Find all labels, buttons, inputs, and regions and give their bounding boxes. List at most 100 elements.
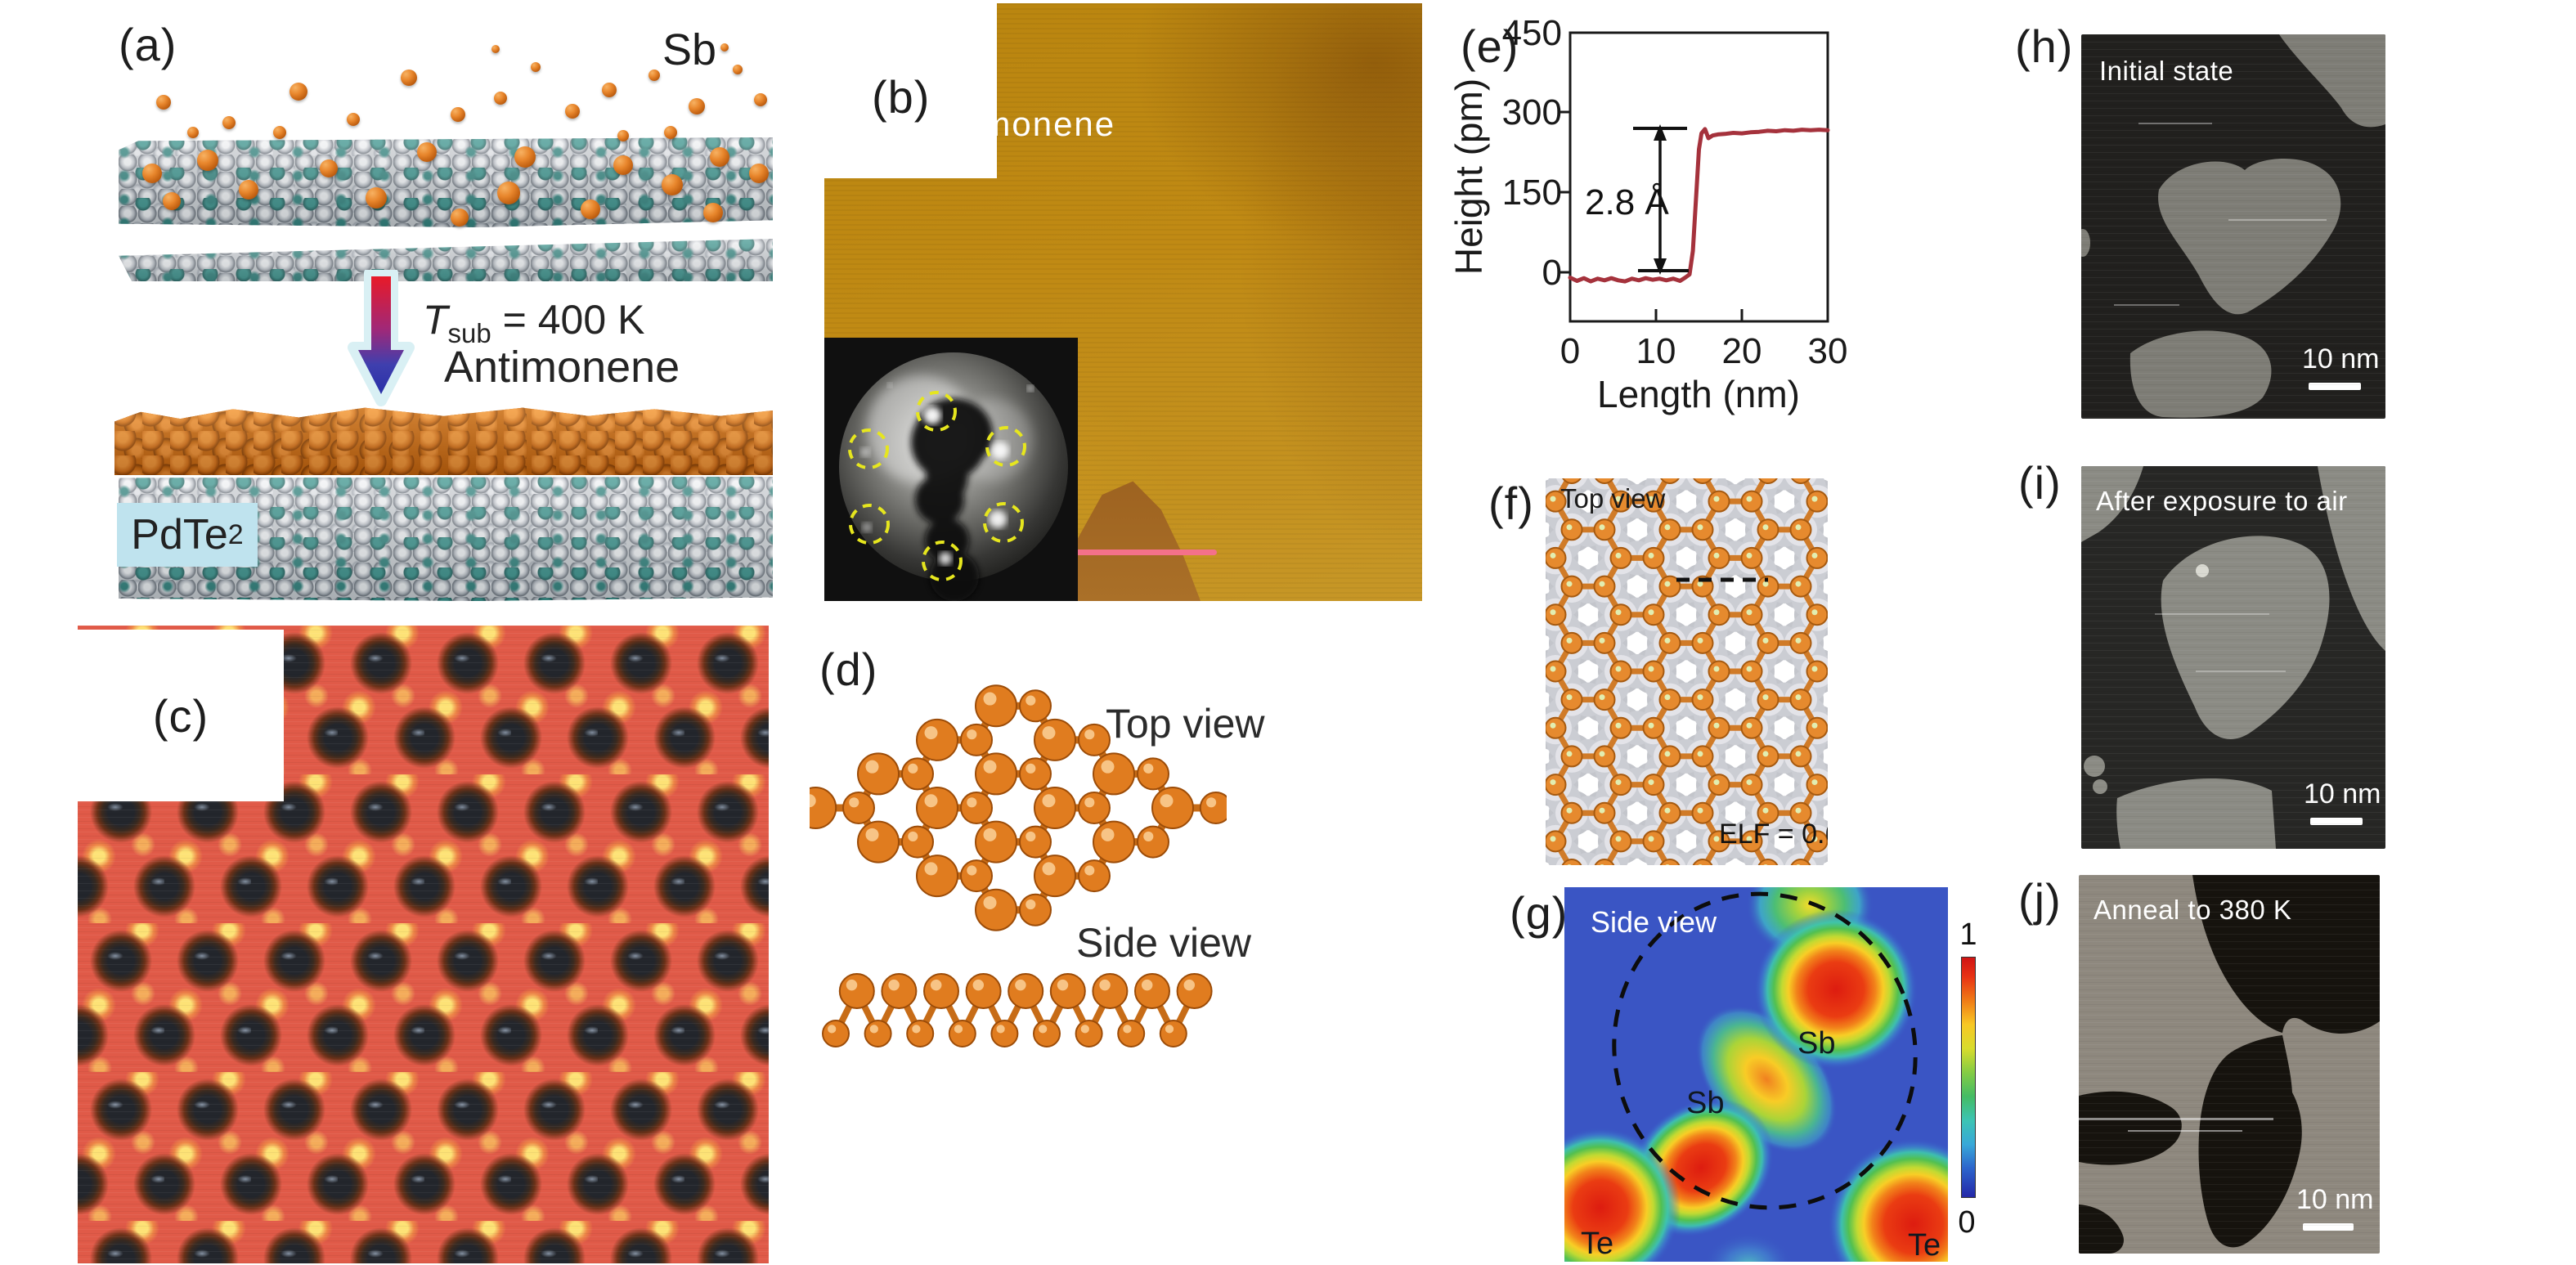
sb-atom [703, 203, 723, 222]
dark-band-mid-left [2079, 1091, 2182, 1165]
pdte2-sublayer-top [119, 239, 773, 281]
colorbar-max-label: 1 [1959, 917, 1977, 952]
diffraction-spots [860, 383, 1034, 565]
temp-subscript: sub [447, 318, 491, 348]
x-tick-labels: 0 10 20 30 [1560, 331, 1848, 371]
i-scalebar-label: 10 nm [2304, 778, 2381, 810]
panel-i-label: (i) [2018, 457, 2062, 509]
antimonene-product-label: Antimonene [444, 343, 680, 392]
ytick-300: 300 [1502, 92, 1562, 132]
sb-flux-label: Sb [662, 25, 717, 74]
island-bottom [2116, 778, 2276, 849]
profile-line [1568, 127, 1830, 284]
sb-atom [320, 159, 338, 177]
side-view-zigzag [822, 973, 1213, 1047]
sb-atom [142, 164, 162, 183]
i-islands [2081, 466, 2385, 849]
panel-g-label: (g) [1510, 887, 1568, 939]
sb-atom [754, 93, 767, 106]
island-bottom-left [2129, 330, 2272, 418]
elf-colorbar [1961, 957, 1976, 1198]
te-lobe-right [1828, 1138, 1948, 1262]
h-scalebar-label: 10 nm [2302, 343, 2380, 375]
sb-atom [514, 146, 536, 168]
temp-value: = 400 K [491, 297, 645, 343]
sb-atom [733, 65, 743, 74]
height-profile-chart: 450 300 150 0 0 10 20 30 Length (nm) Hei… [1447, 13, 1848, 415]
sb-atom [401, 70, 417, 86]
sb-atom [664, 126, 677, 139]
sb-upper-lobe [1754, 909, 1918, 1070]
sb-atom [749, 164, 769, 183]
te-label-right: Te [1908, 1228, 1941, 1262]
sb-atom [347, 113, 360, 126]
scan-streaks [2155, 613, 2286, 672]
sb2-unit-dashed-ellipse [1612, 891, 1918, 1210]
ball-stick-model [810, 684, 1227, 1047]
xtick-30: 30 [1808, 331, 1848, 371]
sb-atom [417, 142, 437, 162]
panel-h-stm: Initial state 10 nm [2081, 34, 2385, 419]
island-left-sliver [2081, 229, 2090, 257]
panel-e-label: (e) [1461, 20, 1519, 72]
scan-streaks [2079, 1118, 2273, 1132]
sb-atom [451, 107, 465, 122]
sb-atom [662, 174, 683, 195]
f-caption: Top view [1560, 483, 1666, 514]
top-view-caption: Top view [1106, 701, 1265, 747]
leed-pattern [824, 338, 1078, 601]
arrowhead-down [1654, 258, 1667, 275]
sb-atom [289, 83, 307, 101]
dark-triangle-center [2198, 1035, 2302, 1248]
sb-atom [531, 62, 541, 72]
sb-atom [602, 83, 617, 97]
panel-i-stm: After exposure to air 10 nm [2081, 466, 2385, 849]
scan-streaks [2114, 123, 2327, 306]
sb-atom [494, 92, 507, 105]
h-scalebar [2309, 383, 2361, 390]
panel-b-stm-image: Antimonene [824, 3, 1422, 601]
island-center [2161, 536, 2330, 739]
sb-atom [163, 192, 181, 210]
temp-symbol: T [423, 297, 448, 343]
sb-atom [617, 130, 629, 141]
pdte2-text: PdTe [131, 511, 228, 558]
step-height-annotation: 2.8 Å [1585, 182, 1669, 222]
h-islands [2081, 34, 2385, 418]
sb-atom [156, 95, 171, 110]
arrowhead-up [1654, 124, 1667, 141]
x-axis-label: Length (nm) [1597, 373, 1800, 415]
island-top-left [2081, 466, 2143, 542]
antimonene-lattice [1546, 478, 1828, 865]
panel-b-label: (b) [872, 71, 931, 123]
island-top-right [2279, 34, 2385, 128]
y-tick-labels: 450 300 150 0 [1502, 13, 1562, 293]
te-label-left: Te [1581, 1227, 1613, 1261]
small-island-1 [2084, 756, 2105, 777]
line-profile-marker [1067, 550, 1217, 555]
dark-corner-bottom-left [2079, 1204, 2124, 1254]
j-dark-regions [2079, 875, 2380, 1254]
arrow-gradient-body [358, 276, 404, 394]
g-caption: Side view [1591, 905, 1717, 939]
dark-mass-top-right [2192, 875, 2380, 1034]
sb-atom [187, 127, 199, 138]
xtick-10: 10 [1636, 331, 1676, 371]
sb-atom [720, 43, 729, 52]
xtick-20: 20 [1722, 331, 1762, 371]
cyan-lobe-bottom [1703, 1232, 1793, 1262]
panel-f-label: (f) [1488, 478, 1534, 529]
elf-side-view-map: Side view Sb Sb Te Te [1564, 887, 1948, 1262]
j-scalebar-label: 10 nm [2296, 1184, 2374, 1215]
panel-c-label-box: (c) [78, 630, 284, 801]
antimonene-layer [114, 407, 773, 475]
island-top-right [2318, 466, 2385, 651]
sb-atom [491, 45, 500, 53]
j-caption: Anneal to 380 K [2094, 895, 2292, 925]
ytick-0: 0 [1542, 253, 1562, 293]
label-notch [824, 3, 997, 178]
deposition-arrow [348, 270, 415, 406]
sb-label-lower: Sb [1686, 1086, 1724, 1120]
sb-label-upper: Sb [1797, 1026, 1835, 1061]
